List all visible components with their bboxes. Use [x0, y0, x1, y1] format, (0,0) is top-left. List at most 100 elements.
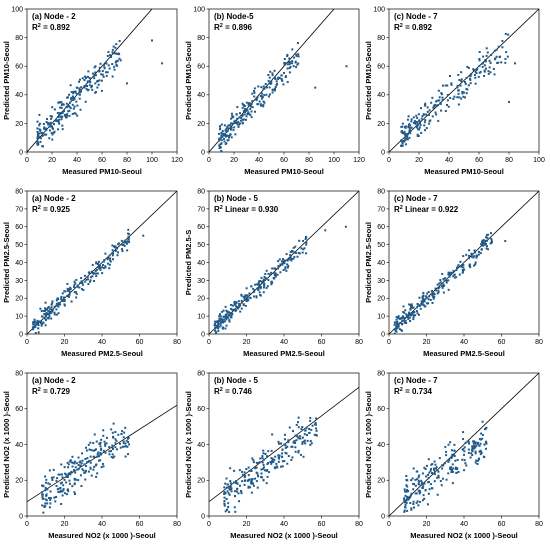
data-point	[406, 316, 409, 319]
data-point	[402, 305, 405, 308]
data-point	[410, 118, 413, 121]
data-point	[87, 470, 90, 473]
data-point	[108, 446, 111, 449]
data-point	[315, 417, 318, 420]
data-point	[73, 462, 76, 465]
x-tick-label: 60	[475, 157, 483, 164]
y-tick-label: 70	[15, 206, 23, 213]
data-point	[300, 247, 303, 250]
data-point	[244, 111, 247, 114]
data-point	[401, 315, 404, 318]
data-point	[474, 263, 477, 266]
data-point	[51, 302, 54, 305]
data-point	[125, 439, 128, 442]
y-tick-label: 70	[197, 206, 205, 213]
data-point	[40, 324, 43, 327]
data-point	[225, 131, 228, 134]
data-point	[314, 86, 317, 89]
data-point	[490, 241, 493, 244]
data-point	[101, 266, 104, 269]
data-point	[91, 275, 94, 278]
data-point	[42, 485, 45, 488]
data-point	[49, 497, 52, 500]
data-point	[79, 281, 82, 284]
data-point	[273, 69, 276, 72]
data-point	[36, 135, 39, 138]
data-point	[34, 325, 37, 328]
data-point	[415, 470, 418, 473]
data-point	[396, 323, 399, 326]
x-tick-label: 80	[173, 339, 181, 346]
data-point	[281, 263, 284, 266]
data-point	[400, 316, 403, 319]
data-point	[92, 272, 95, 275]
data-point	[267, 279, 270, 282]
data-point	[441, 467, 444, 470]
data-point	[454, 459, 457, 462]
data-point	[444, 110, 447, 113]
data-point	[416, 116, 419, 119]
data-point	[467, 66, 470, 69]
data-point	[74, 471, 77, 474]
data-point	[475, 72, 478, 75]
data-point	[44, 301, 47, 304]
data-point	[255, 99, 258, 102]
data-point	[288, 67, 291, 70]
data-point	[60, 298, 63, 301]
r-squared-label: R2 = 0.729	[32, 387, 71, 396]
data-point	[75, 278, 78, 281]
data-point	[483, 241, 486, 244]
data-point	[99, 441, 102, 444]
data-point	[439, 102, 442, 105]
data-point	[422, 113, 425, 116]
data-point	[66, 289, 69, 292]
data-point	[439, 480, 442, 483]
data-point	[224, 315, 227, 318]
data-point	[253, 89, 256, 92]
data-point	[277, 442, 280, 445]
data-point	[42, 310, 45, 313]
data-point	[395, 325, 398, 328]
data-point	[462, 431, 465, 434]
data-point	[291, 62, 294, 65]
data-point	[250, 102, 253, 105]
data-point	[286, 54, 289, 57]
data-point	[57, 305, 60, 308]
data-point	[243, 476, 246, 479]
data-point	[400, 329, 403, 332]
y-tick-label: 80	[197, 35, 205, 42]
data-point	[303, 433, 306, 436]
data-point	[404, 503, 407, 506]
data-point	[229, 482, 232, 485]
data-point	[85, 85, 88, 88]
x-tick-label: 40	[460, 339, 468, 346]
data-point	[452, 97, 455, 100]
data-point	[219, 324, 222, 327]
data-point	[262, 291, 265, 294]
data-point	[410, 305, 413, 308]
data-point	[285, 269, 288, 272]
x-tick-label: 60	[498, 521, 506, 528]
data-point	[264, 86, 267, 89]
data-point	[221, 135, 224, 138]
data-point	[37, 135, 40, 138]
data-point	[301, 442, 304, 445]
data-point	[269, 461, 272, 464]
data-point	[435, 466, 438, 469]
data-point	[244, 479, 247, 482]
x-tick-label: 20	[423, 521, 431, 528]
data-point	[68, 290, 71, 293]
data-point	[464, 462, 467, 465]
data-point	[234, 301, 237, 304]
data-point	[462, 270, 465, 273]
data-point	[424, 295, 427, 298]
data-point	[47, 482, 50, 485]
data-point	[79, 474, 82, 477]
data-point	[109, 259, 112, 262]
data-point	[445, 454, 448, 457]
data-point	[236, 488, 239, 491]
data-point	[425, 475, 428, 478]
data-point	[427, 113, 430, 116]
data-point	[123, 244, 126, 247]
data-point	[262, 479, 265, 482]
